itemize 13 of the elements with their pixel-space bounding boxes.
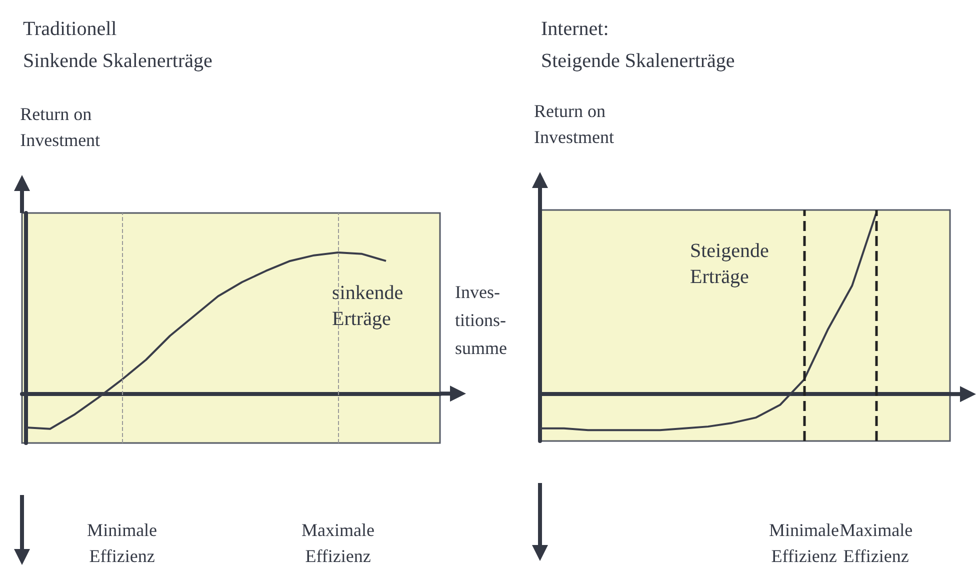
chart-title: Traditionell — [23, 18, 118, 40]
annotation: Steigende Erträge — [690, 240, 769, 288]
y-axis-title: Return on Investment — [20, 104, 100, 150]
chart-title: Internet: — [541, 18, 609, 40]
x-tick-label: Minimale Effizienz — [769, 520, 840, 566]
x-tick-label: Minimale Effizienz — [87, 520, 158, 566]
x-axis-title: Inves- titions- summe — [455, 282, 508, 358]
x-tick-label: Maximale Effizienz — [840, 520, 913, 566]
chart-subtitle: Steigende Skalenerträge — [541, 50, 735, 72]
chart-subtitle: Sinkende Skalenerträge — [23, 50, 212, 72]
x-tick-label: Maximale Effizienz — [302, 520, 375, 566]
y-axis-title: Return on Investment — [534, 101, 614, 147]
annotation: sinkende Erträge — [332, 282, 404, 330]
